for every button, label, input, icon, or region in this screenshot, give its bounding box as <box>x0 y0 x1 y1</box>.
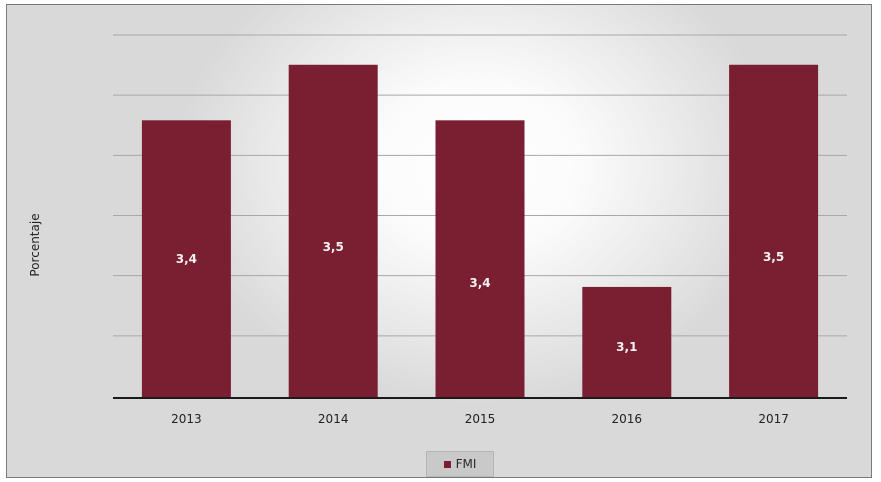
legend-swatch-fmi <box>444 461 451 468</box>
chart-frame: 3,4 2013 3,5 2014 3,4 2015 3,1 2016 3,5 2017 Porc… <box>6 4 872 478</box>
x-tick-label-2013: 2013 <box>171 412 202 426</box>
data-label-2017: 3,5 <box>763 250 784 264</box>
x-tick-label-2014: 2014 <box>318 412 349 426</box>
x-tick-label-2017: 2017 <box>758 412 789 426</box>
data-label-2015: 3,4 <box>469 276 490 290</box>
data-label-2014: 3,5 <box>323 240 344 254</box>
bar-2015 <box>436 120 525 398</box>
legend: FMI <box>426 451 494 477</box>
x-tick-label-2016: 2016 <box>612 412 643 426</box>
bar-2014 <box>289 65 378 398</box>
legend-label-fmi: FMI <box>456 457 477 471</box>
y-axis-label: Porcentaje <box>28 213 42 276</box>
data-label-2016: 3,1 <box>616 340 637 354</box>
data-label-2013: 3,4 <box>176 252 197 266</box>
x-tick-label-2015: 2015 <box>465 412 496 426</box>
bar-chart: 3,4 2013 3,5 2014 3,4 2015 3,1 2016 3,5 2017 <box>7 5 872 478</box>
bar-2017 <box>729 65 818 398</box>
